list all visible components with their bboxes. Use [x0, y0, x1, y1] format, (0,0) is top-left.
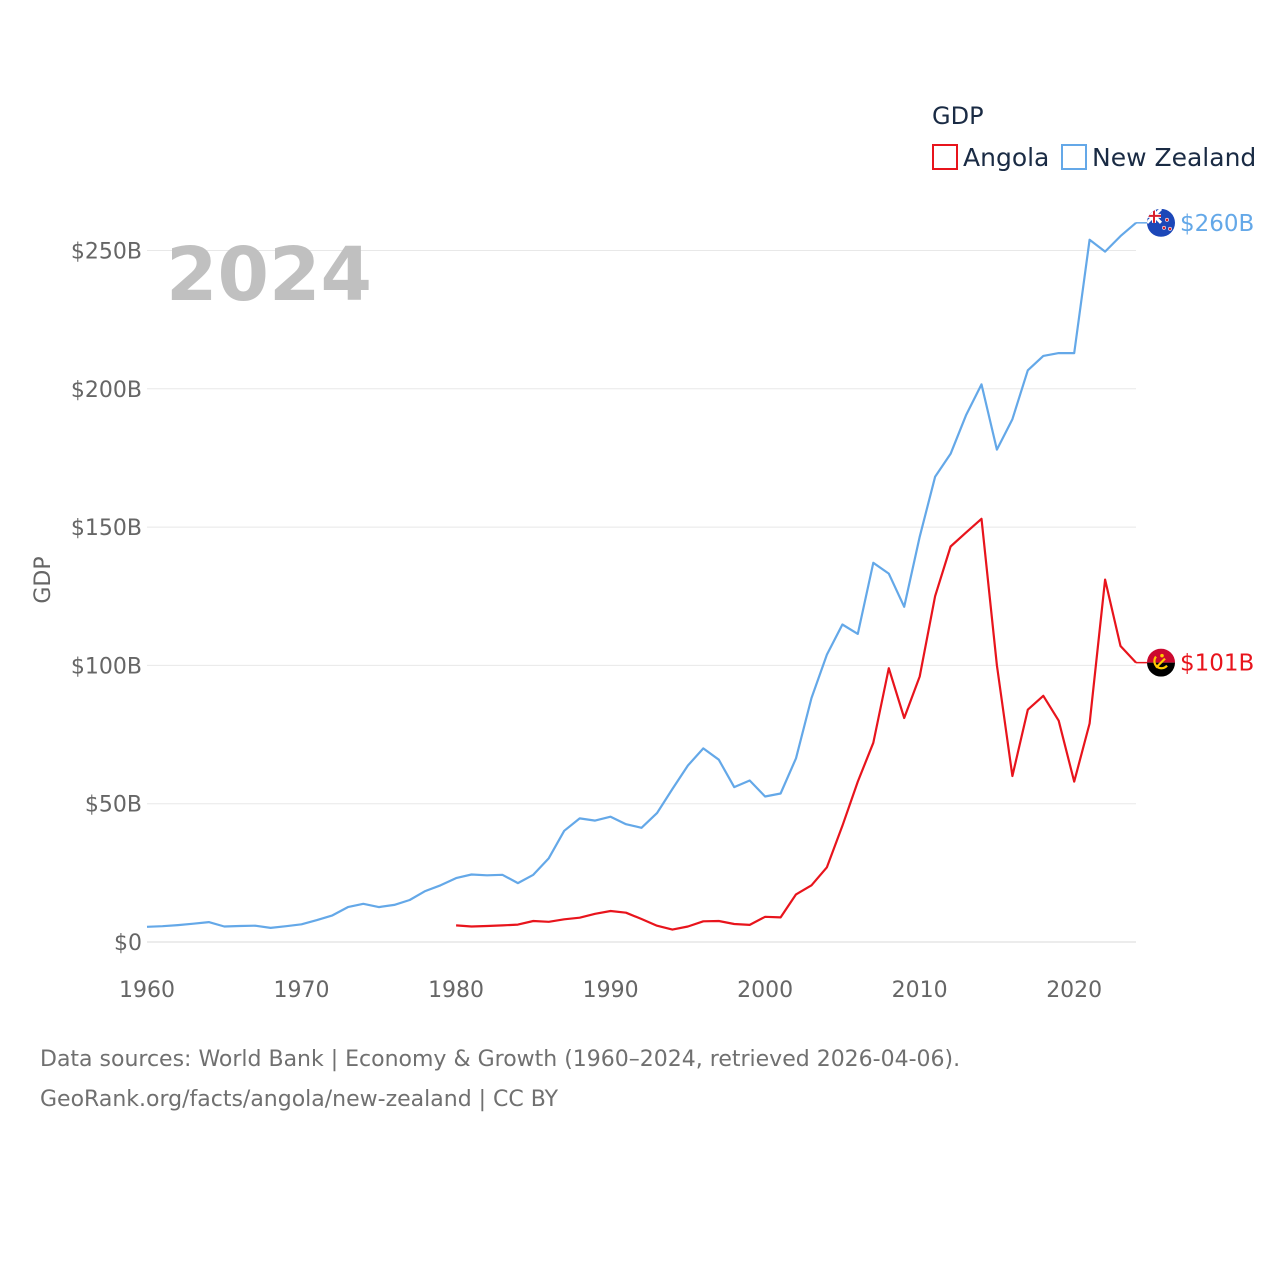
grid-lines [147, 249, 1136, 943]
x-axis-ticks: 1960 1970 1980 1990 2000 2010 2020 [119, 978, 1102, 1003]
legend-label-angola[interactable]: Angola [963, 143, 1049, 172]
legend-swatch-new-zealand[interactable] [1061, 144, 1087, 170]
source-line-1: Data sources: World Bank | Economy & Gro… [40, 1047, 961, 1072]
x-tick-label: 2020 [1046, 978, 1102, 1003]
series-lines [146, 221, 1137, 931]
year-overlay: 2024 [166, 232, 372, 318]
x-tick-label: 2010 [892, 978, 948, 1003]
y-tick-label: $50B [85, 793, 142, 818]
new-zealand-flag-icon [1147, 208, 1175, 237]
x-tick-label: 1970 [274, 978, 330, 1003]
legend-label-new-zealand[interactable]: New Zealand [1092, 143, 1256, 172]
y-tick-label: $150B [71, 516, 142, 541]
y-axis-ticks: $0 $50B $100B $150B $200B $250B [71, 239, 142, 956]
y-tick-label: $250B [71, 239, 142, 264]
series-endpoints: $101B $260B [1136, 208, 1254, 677]
x-tick-label: 2000 [737, 978, 793, 1003]
y-tick-label: $200B [71, 378, 142, 403]
y-tick-label: $100B [71, 654, 142, 679]
legend-swatch-angola[interactable] [932, 144, 958, 170]
series-line-new-zealand [146, 221, 1137, 930]
y-axis-label: GDP [31, 556, 56, 603]
x-tick-label: 1990 [583, 978, 639, 1003]
angola-flag-icon [1147, 648, 1175, 677]
end-value-label-angola: $101B [1180, 651, 1254, 677]
y-tick-label: $0 [114, 931, 142, 956]
end-value-label-new-zealand: $260B [1180, 211, 1254, 237]
legend-title: GDP [932, 102, 984, 130]
source-line-2: GeoRank.org/facts/angola/new-zealand | C… [40, 1087, 559, 1112]
series-line-angola [456, 517, 1137, 931]
x-tick-label: 1980 [428, 978, 484, 1003]
x-tick-label: 1960 [119, 978, 175, 1003]
source-note: Data sources: World Bank | Economy & Gro… [40, 1040, 1240, 1120]
legend: GDP Angola New Zealand [932, 102, 1256, 172]
